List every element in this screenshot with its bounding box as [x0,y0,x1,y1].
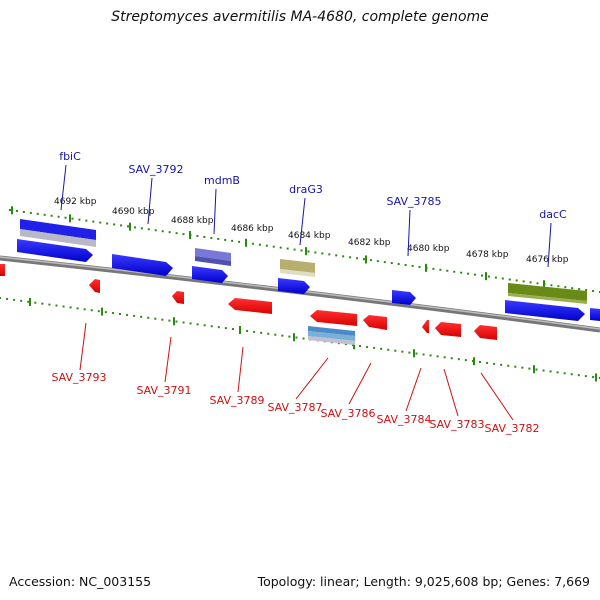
gene-label-dacC[interactable]: dacC [539,208,567,221]
gene-draG3-block[interactable] [280,259,315,277]
gene-label-SAV_3785[interactable]: SAV_3785 [386,195,441,208]
ruler-tick [239,326,241,334]
ruler-tick [101,307,103,316]
ruler-tick [365,255,367,264]
leader-line [443,368,459,417]
ruler-tick [69,214,71,223]
gene-SAV_3787-block[interactable] [308,326,355,345]
gene-forward-arrow[interactable] [505,300,585,321]
leader-line [164,336,172,383]
leader-line [547,222,552,268]
gene-label-SAV_3789[interactable]: SAV_3789 [209,394,264,407]
scale-label: 4676 kbp [526,255,569,265]
accession-text: Accession: NC_003155 [9,574,152,589]
ruler-tick [353,341,355,350]
gene-label-SAV_3782[interactable]: SAV_3782 [484,422,539,435]
genome-summary: Topology: linear; Length: 9,025,608 bp; … [257,574,590,589]
ruler-tick [413,349,415,358]
gene-reverse-arrow[interactable] [422,320,429,333]
gene-forward-arrow[interactable] [192,266,228,283]
leader-line [348,362,372,405]
lower-ruler [0,297,600,382]
ruler-tick [533,365,535,374]
upper-ruler [9,206,600,293]
gene-label-draG3[interactable]: draG3 [289,183,323,196]
ruler-tick [485,272,487,281]
ruler-tick [29,298,31,306]
gene-fbiC-block[interactable] [20,219,96,247]
gene-forward-arrow[interactable] [112,254,173,276]
scale-label: 4690 kbp [112,207,155,217]
gene-reverse-arrow[interactable] [172,291,184,304]
ruler-tick [543,280,545,289]
gene-reverse-arrow[interactable] [89,279,100,293]
gene-reverse-arrow[interactable] [0,264,5,276]
leader-line [295,357,329,400]
scale-label: 4688 kbp [171,216,214,226]
ruler-tick [305,247,307,256]
leader-line [299,197,306,246]
scale-label: 4686 kbp [231,224,274,234]
leader-line [213,188,217,235]
leader-line [79,322,87,371]
scale-label: 4692 kbp [54,197,97,207]
ruler-tick [129,222,131,231]
scale-label: 4678 kbp [466,250,509,260]
gene-reverse-arrow[interactable] [474,325,497,340]
gene-forward-arrow[interactable] [17,239,93,262]
ruler-tick [189,231,191,240]
ruler-tick [11,206,13,215]
gene-label-SAV_3791[interactable]: SAV_3791 [136,384,191,397]
gene-label-SAV_3793[interactable]: SAV_3793 [51,371,106,384]
leader-line [237,346,244,393]
gene-forward-arrow[interactable] [392,290,416,305]
gene-label-SAV_3787[interactable]: SAV_3787 [267,401,322,414]
gene-dacC-block[interactable] [508,283,587,304]
leader-line [60,164,67,211]
ruler-tick [425,263,427,272]
ruler-tick [293,333,295,342]
ruler-tick [173,317,175,326]
gene-reverse-arrow[interactable] [435,322,461,337]
scale-label: 4682 kbp [348,238,391,248]
genome-title: Streptomyces avermitilis MA-4680, comple… [111,9,489,25]
ruler-tick [473,357,475,366]
gene-mdmB-block[interactable] [195,248,231,266]
scale-label: 4680 kbp [407,244,450,254]
gene-forward-arrow[interactable] [590,308,600,321]
gene-label-SAV_3792[interactable]: SAV_3792 [128,163,183,176]
leader-line [480,372,514,421]
gene-forward-arrow[interactable] [278,278,310,294]
gene-label-fbiC[interactable]: fbiC [59,150,81,163]
ruler-tick [245,238,247,247]
leader-line [147,177,153,225]
ruler-tick [595,373,597,382]
gene-reverse-arrow[interactable] [310,310,357,326]
gene-reverse-arrow[interactable] [363,315,387,330]
leader-line [407,209,411,257]
scale-label: 4684 kbp [288,231,331,241]
gene-label-mdmB[interactable]: mdmB [204,174,240,187]
gene-label-SAV_3783[interactable]: SAV_3783 [429,418,484,431]
leader-line [405,367,422,412]
gene-label-SAV_3784[interactable]: SAV_3784 [376,413,431,426]
gene-reverse-arrow[interactable] [228,298,272,314]
gene-label-SAV_3786[interactable]: SAV_3786 [320,407,375,420]
